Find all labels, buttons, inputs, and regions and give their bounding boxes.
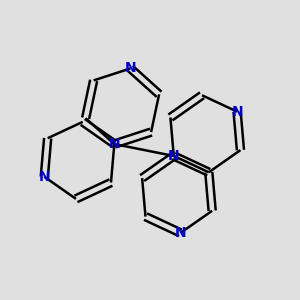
- Text: N: N: [175, 226, 186, 240]
- Text: N: N: [38, 170, 50, 184]
- Text: N: N: [168, 149, 180, 163]
- Text: N: N: [231, 105, 243, 118]
- Text: N: N: [124, 61, 136, 76]
- Text: N: N: [109, 137, 120, 151]
